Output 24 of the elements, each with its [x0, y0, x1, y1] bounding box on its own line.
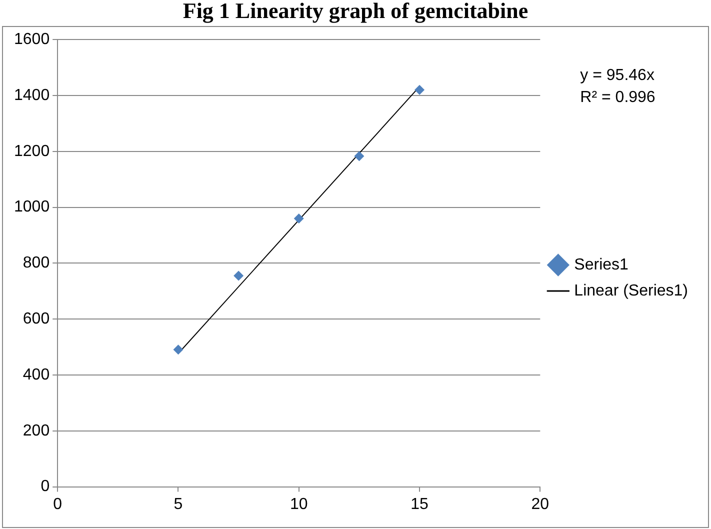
- point: [294, 213, 304, 224]
- text: y = 95.46x: [580, 67, 654, 84]
- y-tick-label: 1600: [14, 31, 50, 48]
- chart-title: Fig 1 Linearity graph of gemcitabine: [182, 0, 530, 24]
- text: R² = 0.996: [580, 89, 656, 106]
- point: [173, 344, 184, 355]
- x-tick-label: 15: [410, 496, 429, 513]
- legend-label: Series1: [574, 256, 629, 274]
- x-tick-label: 20: [531, 496, 550, 513]
- y-tick-label: 0: [40, 478, 50, 496]
- point: [414, 84, 425, 95]
- point: [234, 270, 244, 281]
- y-tick-label: 400: [22, 366, 50, 384]
- y-tick-label: 1000: [14, 198, 50, 216]
- y-tick-label: 1400: [14, 86, 50, 104]
- y-tick-label: 200: [22, 422, 50, 440]
- legend-label: Linear (Series1): [574, 282, 688, 300]
- point: [354, 151, 364, 162]
- x-tick-label: 10: [290, 496, 308, 513]
- y-tick-label: 1200: [14, 142, 50, 160]
- y-tick-label: 800: [22, 254, 50, 272]
- x-tick-label: 0: [53, 496, 62, 513]
- y-tick-label: 600: [22, 310, 50, 328]
- x-tick-label: 5: [174, 496, 183, 513]
